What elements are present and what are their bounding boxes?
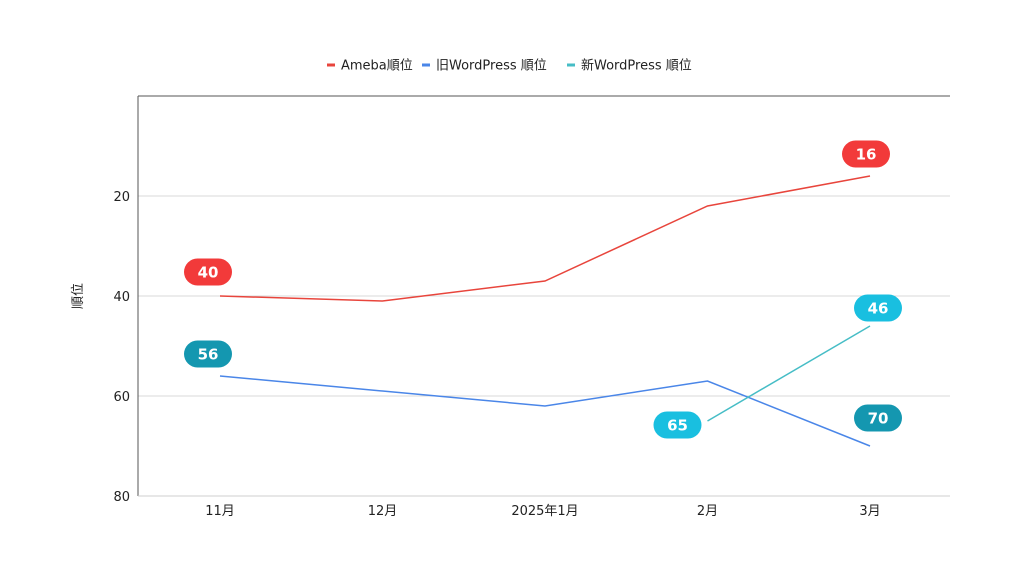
series-line: [219, 175, 871, 302]
legend-label: 新WordPress 順位: [581, 58, 692, 74]
x-tick-label: 11月: [205, 504, 235, 519]
y-tick-label: 60: [113, 390, 130, 405]
x-tick-label: 2025年1月: [511, 504, 578, 519]
data-label: 16: [856, 146, 877, 164]
data-label: 65: [667, 417, 688, 435]
legend-label: Ameba順位: [341, 59, 413, 74]
data-label-badge: [184, 340, 232, 368]
x-tick-label: 2月: [697, 504, 718, 519]
y-tick-label: 20: [113, 190, 130, 205]
data-labels: 40 16 56 70 65 46: [184, 140, 902, 439]
data-label-badge: [854, 404, 902, 432]
data-label-badge: [842, 140, 890, 168]
data-label: 70: [868, 410, 889, 428]
y-tick-label: 40: [113, 290, 130, 305]
legend: Ameba順位 旧WordPress 順位 新WordPress 順位: [327, 58, 692, 74]
legend-label: 旧WordPress 順位: [436, 59, 547, 74]
data-label: 56: [198, 346, 219, 364]
series-line: [219, 375, 871, 447]
data-label-badge: [184, 258, 232, 286]
gridlines: [138, 195, 950, 397]
data-label-badge: [653, 411, 702, 439]
axes: 20 40 60 80 11月 12月 2025年1月 2月 3月: [113, 95, 950, 519]
x-tick-label: 3月: [859, 504, 880, 519]
data-label: 40: [198, 264, 219, 282]
y-axis-title: 順位: [71, 283, 86, 309]
data-label: 46: [868, 300, 889, 318]
series-lines: [219, 175, 871, 447]
series-line: [707, 325, 871, 422]
data-label-badge: [854, 294, 902, 322]
x-tick-label: 12月: [368, 504, 398, 519]
y-tick-label: 80: [113, 490, 130, 505]
